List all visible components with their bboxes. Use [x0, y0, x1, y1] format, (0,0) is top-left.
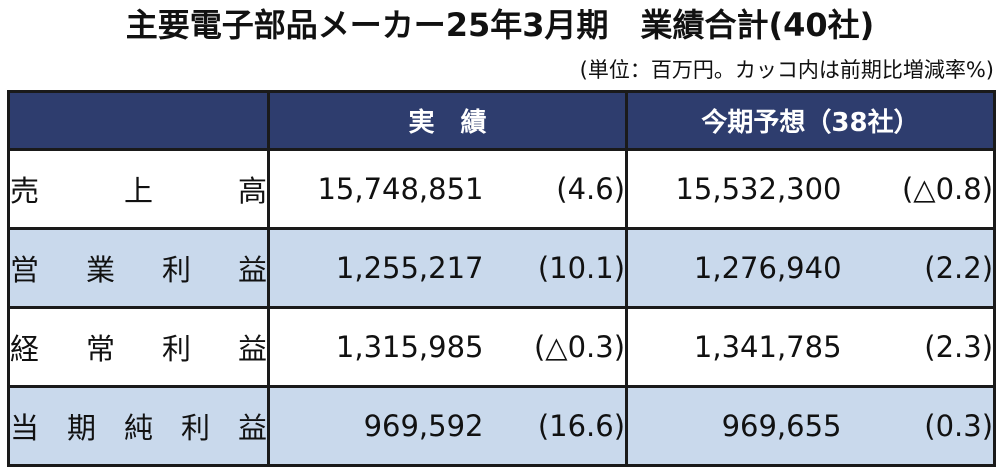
label-char: 純 [123, 411, 153, 445]
label-char: 高 [237, 174, 267, 208]
actual-value: 15,748,851 [267, 148, 484, 230]
row-label: 当 期 純 利 益 [7, 385, 270, 467]
label-char: 営 [10, 253, 40, 287]
table-row-ordinary-profit: 経 常 利 益 1,315,985 (△0.3) 1,341,785 (2.3) [7, 306, 997, 388]
page-title: 主要電子部品メーカー25年3月期 業績合計(40社) [125, 6, 875, 44]
label-char: 経 [10, 332, 40, 366]
unit-note: (単位：百万円。カッコ内は前期比増減率%) [579, 58, 994, 82]
forecast-value: 969,655 [625, 385, 842, 467]
actual-pct: (△0.3) [483, 306, 629, 388]
actual-pct: (4.6) [483, 148, 629, 230]
label-char: 利 [161, 253, 191, 287]
row-label: 営 業 利 益 [7, 227, 270, 309]
forecast-value: 1,276,940 [625, 227, 842, 309]
actual-value: 1,255,217 [267, 227, 484, 309]
forecast-pct: (△0.8) [841, 148, 997, 230]
results-table: 実 績 今期予想（38社） 売 上 高 15,748,851 (4.6) 15,… [7, 90, 997, 467]
label-char: 益 [237, 411, 267, 445]
label-char: 業 [85, 253, 115, 287]
forecast-value: 15,532,300 [625, 148, 842, 230]
label-char: 期 [66, 411, 96, 445]
label-char: 益 [237, 253, 267, 287]
row-label: 経 常 利 益 [7, 306, 270, 388]
actual-pct: (10.1) [483, 227, 629, 309]
label-char: 常 [85, 332, 115, 366]
table-header-row: 実 績 今期予想（38社） [7, 90, 997, 151]
actual-value: 969,592 [267, 385, 484, 467]
label-char: 上 [123, 174, 153, 208]
actual-pct: (16.6) [483, 385, 629, 467]
forecast-value: 1,341,785 [625, 306, 842, 388]
label-char: 売 [10, 174, 40, 208]
label-char: 利 [161, 332, 191, 366]
label-char: 益 [237, 332, 267, 366]
header-corner-cell [7, 90, 270, 151]
header-actual: 実 績 [266, 90, 629, 151]
forecast-pct: (2.2) [841, 227, 997, 309]
forecast-pct: (0.3) [841, 385, 997, 467]
header-forecast: 今期予想（38社） [625, 90, 997, 151]
row-label: 売 上 高 [7, 148, 270, 230]
table-row-operating-profit: 営 業 利 益 1,255,217 (10.1) 1,276,940 (2.2) [7, 227, 997, 309]
forecast-pct: (2.3) [841, 306, 997, 388]
table-row-net-income: 当 期 純 利 益 969,592 (16.6) 969,655 (0.3) [7, 385, 997, 467]
label-char: 利 [180, 411, 210, 445]
table-row-sales: 売 上 高 15,748,851 (4.6) 15,532,300 (△0.8) [7, 148, 997, 230]
label-char: 当 [10, 411, 40, 445]
actual-value: 1,315,985 [267, 306, 484, 388]
